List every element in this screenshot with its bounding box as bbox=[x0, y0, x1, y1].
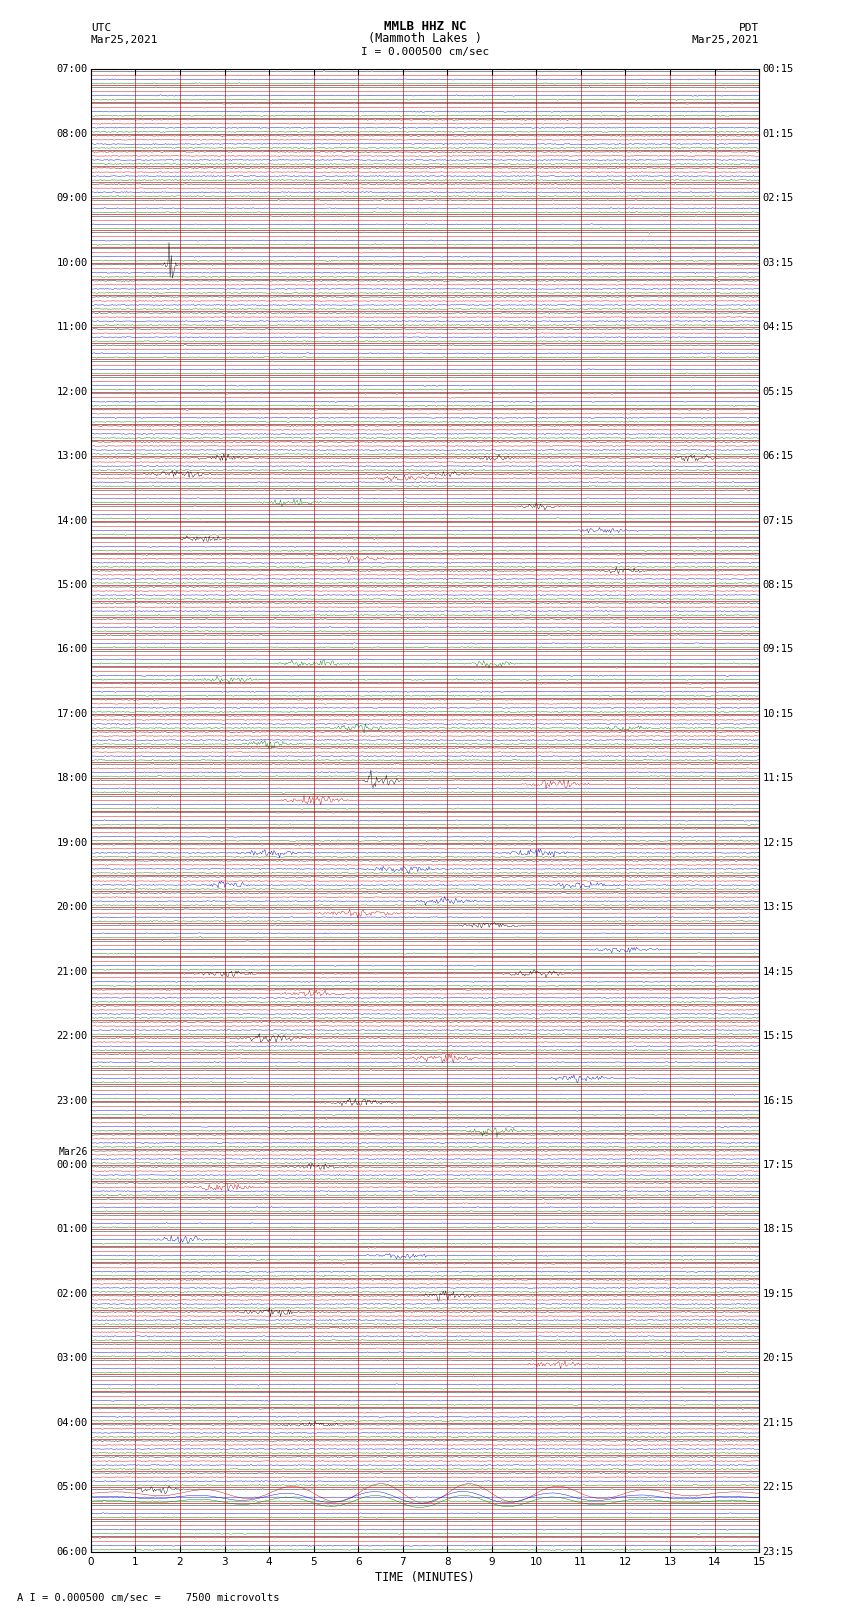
Text: 16:00: 16:00 bbox=[56, 645, 88, 655]
Text: 08:00: 08:00 bbox=[56, 129, 88, 139]
Text: 21:15: 21:15 bbox=[762, 1418, 794, 1428]
Text: 14:00: 14:00 bbox=[56, 516, 88, 526]
Text: 12:15: 12:15 bbox=[762, 837, 794, 848]
Text: 11:15: 11:15 bbox=[762, 773, 794, 784]
Text: 00:00: 00:00 bbox=[56, 1160, 88, 1169]
Text: 22:15: 22:15 bbox=[762, 1482, 794, 1492]
Text: 22:00: 22:00 bbox=[56, 1031, 88, 1040]
Text: 06:00: 06:00 bbox=[56, 1547, 88, 1557]
Text: 12:00: 12:00 bbox=[56, 387, 88, 397]
Text: 05:00: 05:00 bbox=[56, 1482, 88, 1492]
Text: A I = 0.000500 cm/sec =    7500 microvolts: A I = 0.000500 cm/sec = 7500 microvolts bbox=[17, 1594, 280, 1603]
Text: 20:15: 20:15 bbox=[762, 1353, 794, 1363]
Text: 19:00: 19:00 bbox=[56, 837, 88, 848]
Text: 13:00: 13:00 bbox=[56, 452, 88, 461]
Text: 21:00: 21:00 bbox=[56, 966, 88, 976]
Text: MMLB HHZ NC: MMLB HHZ NC bbox=[383, 19, 467, 32]
Text: 09:15: 09:15 bbox=[762, 645, 794, 655]
Text: 15:15: 15:15 bbox=[762, 1031, 794, 1040]
Text: 04:15: 04:15 bbox=[762, 323, 794, 332]
Text: Mar25,2021: Mar25,2021 bbox=[91, 35, 158, 45]
Text: 07:00: 07:00 bbox=[56, 65, 88, 74]
Text: 03:00: 03:00 bbox=[56, 1353, 88, 1363]
Text: 11:00: 11:00 bbox=[56, 323, 88, 332]
Text: 06:15: 06:15 bbox=[762, 452, 794, 461]
Text: I = 0.000500 cm/sec: I = 0.000500 cm/sec bbox=[361, 47, 489, 58]
Text: 02:15: 02:15 bbox=[762, 194, 794, 203]
Text: 19:15: 19:15 bbox=[762, 1289, 794, 1298]
Text: 13:15: 13:15 bbox=[762, 902, 794, 913]
Text: 17:00: 17:00 bbox=[56, 708, 88, 719]
Text: 16:15: 16:15 bbox=[762, 1095, 794, 1105]
Text: UTC: UTC bbox=[91, 23, 111, 32]
X-axis label: TIME (MINUTES): TIME (MINUTES) bbox=[375, 1571, 475, 1584]
Text: 09:00: 09:00 bbox=[56, 194, 88, 203]
Text: (Mammoth Lakes ): (Mammoth Lakes ) bbox=[368, 32, 482, 45]
Text: 04:00: 04:00 bbox=[56, 1418, 88, 1428]
Text: 01:00: 01:00 bbox=[56, 1224, 88, 1234]
Text: 15:00: 15:00 bbox=[56, 581, 88, 590]
Text: 10:15: 10:15 bbox=[762, 708, 794, 719]
Text: 05:15: 05:15 bbox=[762, 387, 794, 397]
Text: 03:15: 03:15 bbox=[762, 258, 794, 268]
Text: PDT: PDT bbox=[739, 23, 759, 32]
Text: 00:15: 00:15 bbox=[762, 65, 794, 74]
Text: 07:15: 07:15 bbox=[762, 516, 794, 526]
Text: 23:00: 23:00 bbox=[56, 1095, 88, 1105]
Text: Mar26: Mar26 bbox=[58, 1147, 88, 1157]
Text: 14:15: 14:15 bbox=[762, 966, 794, 976]
Text: 08:15: 08:15 bbox=[762, 581, 794, 590]
Text: Mar25,2021: Mar25,2021 bbox=[692, 35, 759, 45]
Text: 02:00: 02:00 bbox=[56, 1289, 88, 1298]
Text: 17:15: 17:15 bbox=[762, 1160, 794, 1169]
Text: 23:15: 23:15 bbox=[762, 1547, 794, 1557]
Text: 01:15: 01:15 bbox=[762, 129, 794, 139]
Text: 18:15: 18:15 bbox=[762, 1224, 794, 1234]
Text: 10:00: 10:00 bbox=[56, 258, 88, 268]
Text: 20:00: 20:00 bbox=[56, 902, 88, 913]
Text: 18:00: 18:00 bbox=[56, 773, 88, 784]
